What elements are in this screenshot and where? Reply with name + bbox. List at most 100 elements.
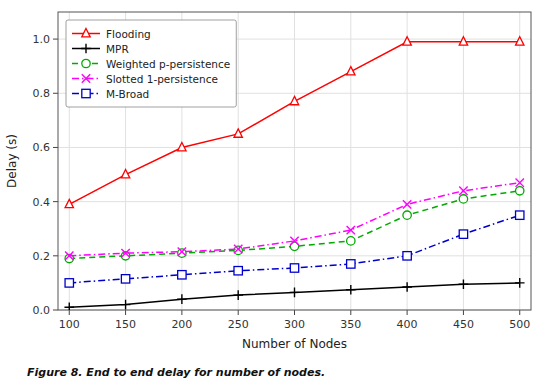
legend-marker <box>82 74 90 82</box>
tick-mark <box>53 39 58 40</box>
tick-mark <box>238 310 239 315</box>
data-point <box>402 282 412 292</box>
data-point <box>178 142 186 150</box>
data-point <box>403 211 411 219</box>
tick-mark <box>294 310 295 315</box>
tick-mark <box>53 310 58 311</box>
tick-mark <box>463 310 464 315</box>
data-point <box>459 279 469 289</box>
tick-label: 250 <box>228 318 249 331</box>
legend: Flooding MPR Weighted p-persistence Slotted… <box>66 20 236 107</box>
data-point <box>516 187 524 195</box>
data-point <box>234 267 242 275</box>
tick-mark <box>519 310 520 315</box>
data-point <box>516 178 524 186</box>
data-point <box>347 67 355 75</box>
series-line <box>69 191 519 259</box>
data-point <box>121 249 129 257</box>
tick-label: 150 <box>115 318 136 331</box>
grid-line <box>463 12 464 310</box>
plot-area <box>58 12 531 310</box>
tick-label: 200 <box>171 318 192 331</box>
data-point <box>459 195 467 203</box>
tick-label: 0.4 <box>33 196 51 209</box>
data-point <box>515 278 525 288</box>
data-point <box>290 264 298 272</box>
x-axis-label: Number of Nodes <box>242 337 347 351</box>
data-point <box>347 226 355 234</box>
caption: Figure 8. End to end delay for number of… <box>27 366 325 379</box>
data-point <box>459 187 467 195</box>
tick-mark <box>53 255 58 256</box>
series-line <box>69 283 519 307</box>
tick-label: 0.2 <box>33 250 51 263</box>
data-point <box>346 285 356 295</box>
tick-label: 100 <box>59 318 80 331</box>
data-point <box>516 211 524 219</box>
tick-mark <box>53 147 58 148</box>
tick-mark <box>350 310 351 315</box>
data-point <box>403 200 411 208</box>
data-point <box>290 237 298 245</box>
data-point <box>459 230 467 238</box>
tick-label: 450 <box>453 318 474 331</box>
data-point <box>65 199 73 207</box>
tick-label: 0.0 <box>33 304 51 317</box>
legend-marker <box>81 44 91 54</box>
data-point <box>347 237 355 245</box>
data-point <box>234 129 242 137</box>
tick-mark <box>407 310 408 315</box>
tick-label: 1.0 <box>33 33 51 46</box>
legend-label: Slotted 1-persistence <box>106 73 218 85</box>
data-point <box>347 260 355 268</box>
series-line <box>69 183 519 256</box>
data-point <box>516 37 524 45</box>
data-point <box>403 37 411 45</box>
y-axis-label: Delay (s) <box>5 134 19 188</box>
grid-line <box>407 12 408 310</box>
data-point <box>65 279 73 287</box>
tick-label: 0.8 <box>33 87 51 100</box>
legend-label: M-Broad <box>106 88 149 100</box>
legend-label: Weighted p-persistence <box>106 58 230 70</box>
tick-label: 350 <box>340 318 361 331</box>
legend-marker <box>82 29 90 37</box>
data-point <box>121 275 129 283</box>
data-point <box>177 294 187 304</box>
data-point <box>290 288 300 298</box>
tick-label: 0.6 <box>33 141 51 154</box>
tick-label: 300 <box>284 318 305 331</box>
tick-label: 500 <box>509 318 530 331</box>
tick-mark <box>181 310 182 315</box>
grid <box>58 12 531 310</box>
data-point <box>64 302 74 310</box>
legend-label: MPR <box>106 43 129 55</box>
series-line <box>69 215 519 283</box>
grid-line <box>519 12 520 310</box>
tick-mark <box>125 310 126 315</box>
data-point <box>234 246 242 254</box>
data-point <box>459 37 467 45</box>
data-point <box>121 300 131 310</box>
data-point <box>290 96 298 104</box>
grid-line <box>238 12 239 310</box>
data-point <box>178 249 186 257</box>
data-point <box>234 245 242 253</box>
legend-label: Flooding <box>106 28 151 40</box>
data-point <box>65 252 73 260</box>
data-point <box>178 271 186 279</box>
series-group <box>64 37 524 310</box>
legend-frame <box>66 20 236 107</box>
series-line <box>69 42 519 205</box>
data-point <box>233 290 243 300</box>
legend-marker <box>82 59 90 67</box>
tick-mark <box>69 310 70 315</box>
data-point <box>121 170 129 178</box>
legend-marker <box>82 89 90 97</box>
plot-frame <box>58 12 531 310</box>
tick-mark <box>53 93 58 94</box>
data-point <box>178 248 186 256</box>
chart: 0.0 0.2 0.4 0.6 0.8 1.0 100 150 200 250 300 350 400 4… <box>0 0 545 388</box>
tick-label: 400 <box>397 318 418 331</box>
tick-mark <box>53 201 58 202</box>
